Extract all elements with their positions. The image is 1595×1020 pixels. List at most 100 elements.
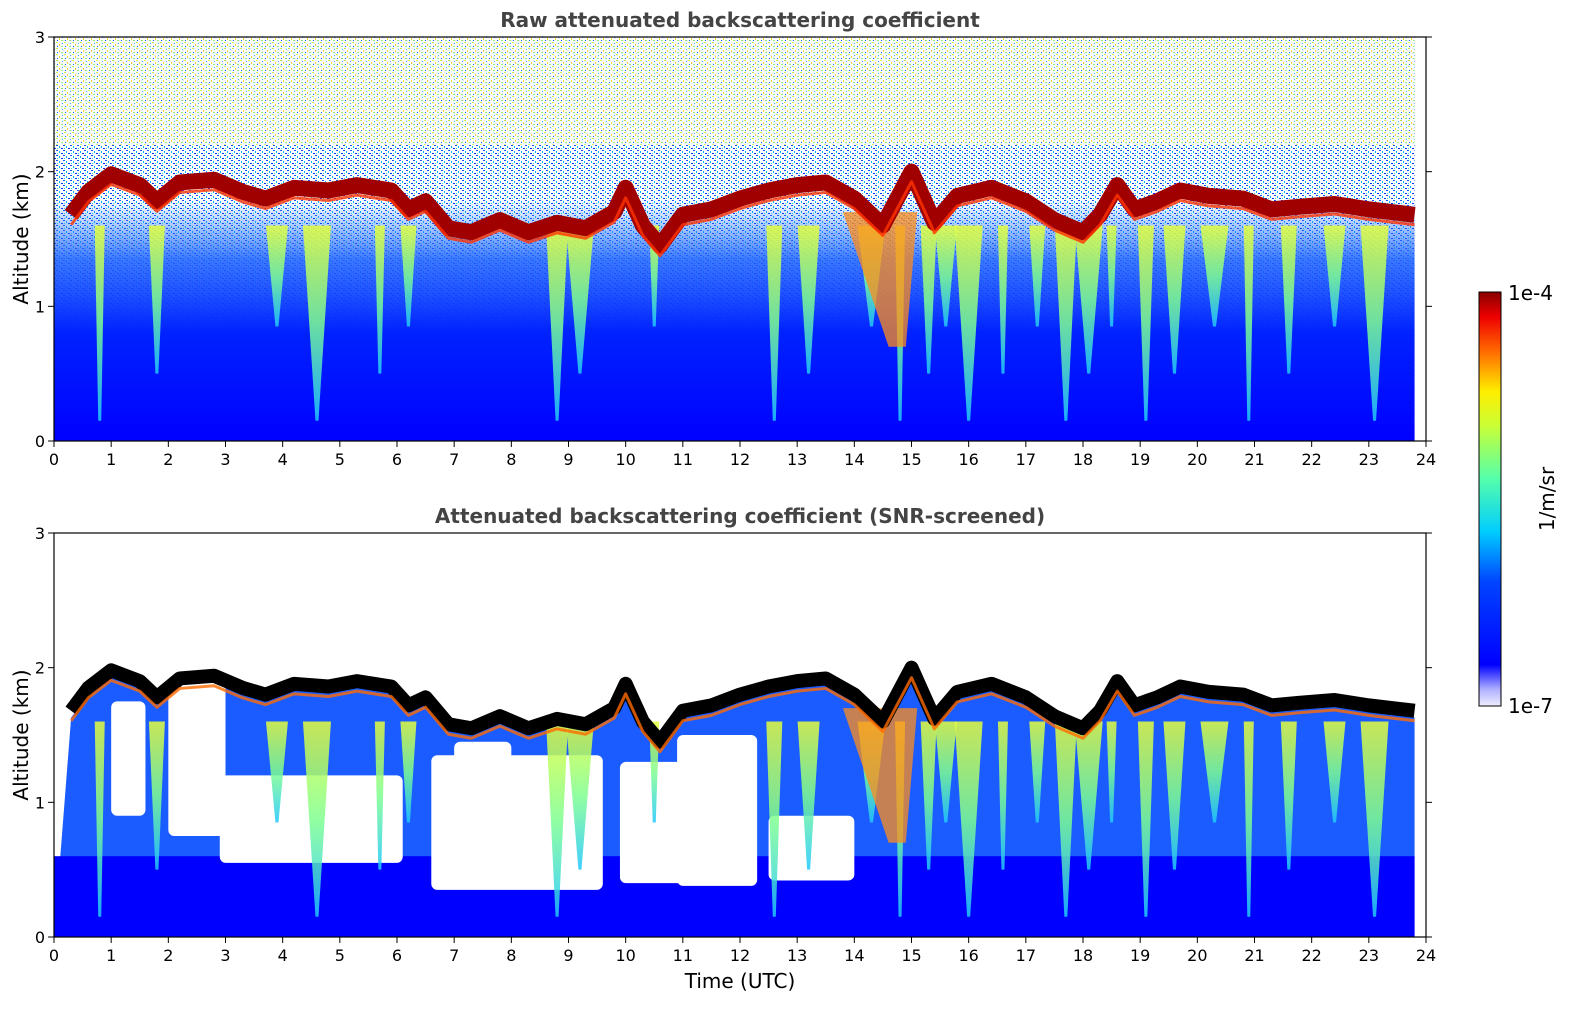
raw-plume <box>148 225 165 374</box>
panel-raw: 0 1 2 3 4 5 6 7 8 9 10 11 12 13 14 15 16 17 18 19 20 21 22 23 24… <box>35 28 1436 469</box>
raw-plume <box>997 225 1008 374</box>
raw-x-tick-label: 8 <box>506 450 516 469</box>
raw-plume <box>797 225 820 374</box>
raw-x-tick-label: 15 <box>901 450 921 469</box>
screened-x-tick-label: 17 <box>1016 946 1036 965</box>
screened-plume <box>997 721 1008 870</box>
screened-plume <box>265 721 288 823</box>
raw-plume <box>1360 225 1389 421</box>
raw-x-tick-label: 17 <box>1016 450 1036 469</box>
screened-plume <box>546 721 569 917</box>
raw-plume <box>302 225 331 421</box>
colorbar-unit-label: 1/m/sr <box>1535 466 1559 531</box>
raw-y-tick-label: 3 <box>35 28 45 47</box>
screened-dense-aerosol <box>842 708 918 843</box>
raw-x-tick-label: 14 <box>844 450 864 469</box>
screened-clear-region <box>454 741 512 857</box>
screened-x-tick-label: 5 <box>335 946 345 965</box>
panel-raw-ylabel: Altitude (km) <box>9 173 33 304</box>
screened-x-tick-label: 19 <box>1130 946 1150 965</box>
screened-plume <box>1243 721 1254 917</box>
raw-plume <box>565 225 594 374</box>
raw-x-tick-label: 22 <box>1301 450 1321 469</box>
raw-plume <box>954 225 983 421</box>
screened-x-tick-label: 12 <box>730 946 750 965</box>
screened-y-tick-label: 2 <box>35 659 45 678</box>
x-axis-label: Time (UTC) <box>684 969 796 993</box>
screened-plume <box>1280 721 1297 870</box>
screened-x-tick-label: 6 <box>392 946 402 965</box>
screened-x-tick-label: 3 <box>220 946 230 965</box>
screened-x-tick-label: 8 <box>506 946 516 965</box>
screened-x-tick-label: 2 <box>163 946 173 965</box>
raw-x-tick-label: 5 <box>335 450 345 469</box>
screened-x-tick-label: 14 <box>844 946 864 965</box>
screened-clear-region <box>619 761 695 884</box>
panel-screened-title: Attenuated backscattering coefficient (S… <box>435 504 1045 528</box>
screened-clear-region <box>111 701 146 816</box>
screened-plume <box>302 721 331 917</box>
screened-y-tick-label: 3 <box>35 524 45 543</box>
raw-plume <box>1163 225 1186 374</box>
screened-x-tick-label: 23 <box>1359 946 1379 965</box>
screened-clear-region <box>677 735 758 886</box>
screened-cloud-layer-base <box>69 676 1415 754</box>
raw-x-tick-label: 21 <box>1244 450 1264 469</box>
raw-plume <box>1137 225 1154 421</box>
raw-plume <box>1243 225 1254 421</box>
raw-x-tick-label: 10 <box>615 450 635 469</box>
screened-x-tick-label: 24 <box>1416 946 1436 965</box>
raw-plume <box>1280 225 1297 374</box>
raw-x-tick-label: 23 <box>1359 450 1379 469</box>
screened-y-tick-label: 0 <box>35 928 45 947</box>
panel-raw-title: Raw attenuated backscattering coefficien… <box>500 8 980 32</box>
screened-plume <box>1029 721 1046 823</box>
colorbar-min-label: 1e-7 <box>1508 694 1553 718</box>
screened-plume <box>374 721 385 870</box>
screened-cloud-layer <box>65 660 1416 749</box>
screened-x-tick-label: 13 <box>787 946 807 965</box>
screened-plume <box>1163 721 1186 870</box>
raw-plume <box>934 225 957 327</box>
screened-plume <box>766 721 783 917</box>
raw-plume <box>1074 225 1103 374</box>
screened-x-tick-label: 16 <box>958 946 978 965</box>
raw-plot-area <box>54 37 1426 441</box>
screened-x-tick-label: 20 <box>1187 946 1207 965</box>
screened-plume <box>797 721 820 870</box>
raw-x-tick-label: 6 <box>392 450 402 469</box>
raw-x-tick-label: 0 <box>49 450 59 469</box>
raw-plume <box>94 225 105 421</box>
raw-x-tick-label: 20 <box>1187 450 1207 469</box>
colorbar-max-label: 1e-4 <box>1508 281 1553 305</box>
raw-x-tick-label: 3 <box>220 450 230 469</box>
screened-x-tick-label: 11 <box>673 946 693 965</box>
raw-x-tick-label: 1 <box>106 450 116 469</box>
raw-x-tick-label: 24 <box>1416 450 1436 469</box>
screened-plot-area <box>54 533 1426 937</box>
raw-x-tick-label: 9 <box>563 450 573 469</box>
raw-x-tick-label: 11 <box>673 450 693 469</box>
screened-plume <box>920 721 937 870</box>
raw-plume <box>1054 225 1077 421</box>
raw-cloud-layer <box>64 163 1416 254</box>
raw-plume <box>1200 225 1229 327</box>
screened-x-tick-label: 9 <box>563 946 573 965</box>
raw-y-tick-label: 2 <box>35 163 45 182</box>
raw-cloud-layer-base <box>69 180 1415 258</box>
raw-x-tick-label: 12 <box>730 450 750 469</box>
raw-plume <box>400 225 417 327</box>
screened-plume <box>934 721 957 823</box>
raw-plume <box>1029 225 1046 327</box>
raw-x-tick-label: 7 <box>449 450 459 469</box>
screened-x-tick-label: 15 <box>901 946 921 965</box>
panel-screened-ylabel: Altitude (km) <box>9 669 33 800</box>
screened-x-tick-label: 18 <box>1073 946 1093 965</box>
raw-plume <box>265 225 288 327</box>
raw-x-tick-label: 19 <box>1130 450 1150 469</box>
screened-x-tick-label: 0 <box>49 946 59 965</box>
colorbar-gradient <box>1478 291 1502 707</box>
screened-clear-region <box>168 681 226 836</box>
raw-plume <box>1323 225 1346 327</box>
screened-plume <box>400 721 417 823</box>
